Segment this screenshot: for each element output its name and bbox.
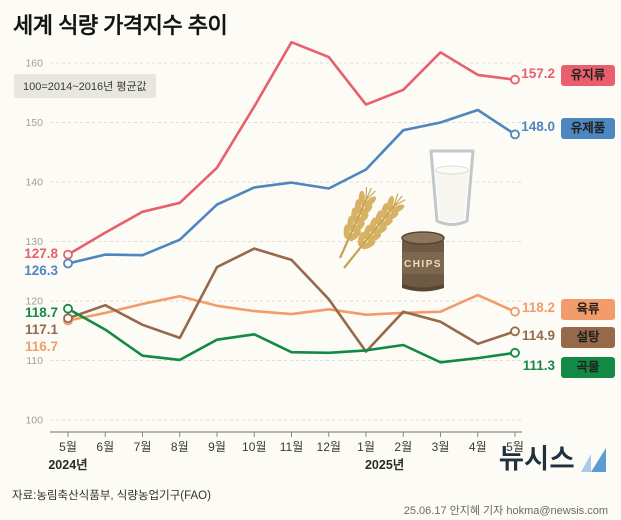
svg-text:150: 150 bbox=[25, 117, 43, 129]
legend-chip-dairy: 유제품 bbox=[561, 118, 615, 139]
series-grains bbox=[63, 303, 520, 364]
svg-text:12월: 12월 bbox=[317, 440, 341, 454]
start-value-dairy: 126.3 bbox=[24, 263, 58, 278]
legend-chip-meat: 육류 bbox=[561, 299, 615, 320]
start-value-sugar: 117.1 bbox=[24, 322, 58, 337]
end-value-sugar: 114.9 bbox=[521, 328, 555, 343]
end-value-meat: 118.2 bbox=[521, 300, 555, 315]
svg-text:120: 120 bbox=[25, 296, 43, 308]
series-lines bbox=[63, 40, 520, 364]
svg-text:130: 130 bbox=[25, 236, 43, 248]
svg-text:7월: 7월 bbox=[134, 440, 152, 454]
start-value-grains: 118.7 bbox=[24, 305, 58, 320]
svg-text:2024년: 2024년 bbox=[48, 458, 87, 472]
svg-text:140: 140 bbox=[25, 177, 43, 189]
svg-text:8월: 8월 bbox=[171, 440, 189, 454]
start-value-oils: 127.8 bbox=[24, 246, 58, 261]
svg-text:CHIPS: CHIPS bbox=[404, 259, 442, 270]
baseline-note: 100=2014~2016년 평균값 bbox=[14, 74, 156, 98]
milk-glass-icon bbox=[429, 149, 475, 226]
end-value-oils: 157.2 bbox=[521, 66, 555, 81]
x-axis: 5월 6월 7월 8월 9월 10월 11월 12월 1월 2월 3월 4월 5월 2024년 2025년 bbox=[48, 431, 524, 472]
svg-text:11월: 11월 bbox=[280, 440, 304, 454]
decorative-icons: CHIPS bbox=[338, 149, 475, 292]
legend-chip-sugar: 설탕 bbox=[561, 327, 615, 348]
legend-chip-grains: 곡물 bbox=[561, 357, 615, 378]
svg-text:6월: 6월 bbox=[96, 440, 114, 454]
svg-text:1월: 1월 bbox=[357, 440, 375, 454]
wheat-icon bbox=[338, 186, 406, 269]
gridlines: 100 110 120 130 140 150 160 bbox=[25, 58, 522, 427]
svg-text:2월: 2월 bbox=[394, 440, 412, 454]
newsis-logo-mark-icon bbox=[581, 448, 606, 472]
svg-text:4월: 4월 bbox=[469, 440, 487, 454]
newsis-logo-text: 뉴시스 bbox=[498, 444, 575, 474]
chips-can-icon: CHIPS bbox=[401, 231, 445, 292]
source-note: 자료:농림축산식품부, 식량농업기구(FAO) bbox=[12, 490, 211, 502]
legend-chip-oils: 유지류 bbox=[561, 65, 615, 86]
svg-text:5월: 5월 bbox=[59, 440, 77, 454]
newsis-logo: 뉴시스 bbox=[499, 446, 609, 473]
svg-text:3월: 3월 bbox=[432, 440, 450, 454]
svg-text:9월: 9월 bbox=[208, 440, 226, 454]
svg-text:5월: 5월 bbox=[506, 440, 524, 454]
series-dairy bbox=[63, 108, 520, 269]
series-sugar bbox=[63, 247, 520, 353]
end-value-dairy: 148.0 bbox=[521, 119, 555, 134]
svg-text:110: 110 bbox=[26, 355, 43, 367]
start-value-meat: 116.7 bbox=[24, 339, 58, 354]
svg-text:100: 100 bbox=[25, 415, 43, 427]
end-value-grains: 111.3 bbox=[522, 358, 555, 373]
page-title: 세계 식량 가격지수 추이 bbox=[13, 13, 228, 38]
byline: 25.06.17 안지혜 기자 hokma@newsis.com bbox=[403, 505, 608, 517]
svg-text:160: 160 bbox=[25, 58, 43, 70]
svg-text:10월: 10월 bbox=[242, 440, 266, 454]
svg-text:2025년: 2025년 bbox=[365, 458, 404, 472]
